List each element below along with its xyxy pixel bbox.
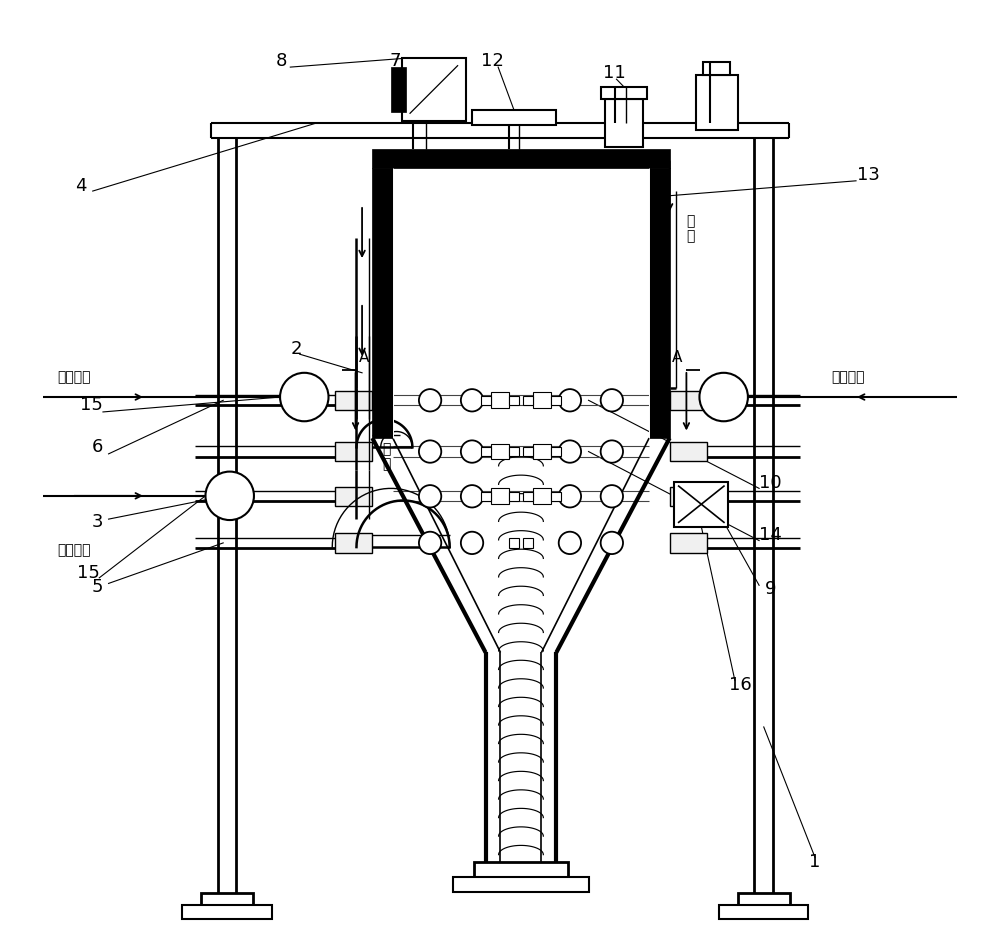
Text: 11: 11 (603, 63, 626, 82)
Bar (182, 905, 272, 919)
Bar (551, 395, 561, 405)
Text: 铝
粉: 铝 粉 (383, 442, 391, 472)
Circle shape (601, 485, 623, 507)
Bar (533, 488, 551, 504)
Bar (472, 110, 556, 125)
Text: 10: 10 (759, 473, 782, 492)
Text: 惰性气体: 惰性气体 (57, 370, 91, 385)
Bar (523, 395, 533, 405)
Bar (391, 67, 406, 112)
Bar (335, 442, 372, 461)
Text: A: A (672, 350, 683, 365)
Bar (670, 391, 707, 410)
Bar (335, 533, 372, 553)
Circle shape (419, 441, 441, 463)
Bar (674, 482, 728, 527)
Bar (601, 87, 647, 99)
Circle shape (419, 531, 441, 554)
Text: 15: 15 (77, 564, 99, 582)
Bar (335, 487, 372, 506)
Text: 惰性气体: 惰性气体 (831, 370, 864, 385)
Circle shape (559, 531, 581, 554)
Text: 3: 3 (92, 513, 103, 531)
Bar (491, 488, 509, 504)
Bar (523, 492, 533, 501)
Bar (491, 444, 509, 459)
Bar (474, 862, 568, 879)
Bar (649, 168, 670, 438)
Bar (703, 62, 730, 75)
Circle shape (601, 441, 623, 463)
Circle shape (205, 472, 254, 520)
Circle shape (601, 390, 623, 412)
Bar (453, 877, 589, 892)
Circle shape (559, 485, 581, 507)
Bar (551, 492, 561, 501)
Bar (670, 533, 707, 553)
Bar (670, 487, 707, 506)
Circle shape (461, 531, 483, 554)
Bar (696, 75, 738, 130)
Circle shape (461, 441, 483, 463)
Bar (523, 538, 533, 547)
Text: 6: 6 (92, 438, 103, 457)
Circle shape (699, 373, 748, 421)
Bar (491, 392, 509, 408)
Bar (719, 905, 808, 919)
Text: 2: 2 (291, 340, 303, 359)
Bar (481, 447, 491, 457)
Circle shape (419, 485, 441, 507)
Text: 惰性气体: 惰性气体 (57, 542, 91, 557)
Circle shape (419, 390, 441, 412)
Circle shape (280, 373, 329, 421)
Bar (670, 442, 707, 461)
Text: 15: 15 (80, 396, 103, 415)
Bar (523, 447, 533, 457)
Text: 5: 5 (92, 578, 103, 596)
Circle shape (461, 485, 483, 507)
Circle shape (461, 390, 483, 412)
Bar (533, 392, 551, 408)
Circle shape (559, 441, 581, 463)
Bar (551, 447, 561, 457)
Circle shape (559, 390, 581, 412)
Text: 铝
粉: 铝 粉 (383, 246, 391, 276)
Text: 1: 1 (809, 853, 821, 871)
Text: 13: 13 (857, 166, 880, 185)
Text: 铝
粉: 铝 粉 (686, 213, 695, 243)
Bar (509, 395, 519, 405)
Bar (509, 538, 519, 547)
Bar (335, 391, 372, 410)
Bar (533, 444, 551, 459)
Text: 8: 8 (275, 51, 287, 70)
Text: 7: 7 (390, 51, 401, 70)
Bar (509, 492, 519, 501)
Text: 4: 4 (75, 177, 86, 196)
Bar (481, 395, 491, 405)
Bar (738, 893, 790, 906)
Bar (372, 168, 393, 438)
Text: 12: 12 (481, 51, 504, 70)
Text: 9: 9 (765, 580, 776, 598)
Bar (402, 58, 466, 121)
Bar (372, 149, 670, 168)
Text: A: A (359, 350, 370, 365)
Bar (201, 893, 253, 906)
Text: 16: 16 (729, 676, 752, 694)
Text: 14: 14 (759, 526, 782, 544)
Circle shape (601, 531, 623, 554)
Bar (509, 447, 519, 457)
Bar (605, 99, 643, 147)
Bar (481, 492, 491, 501)
